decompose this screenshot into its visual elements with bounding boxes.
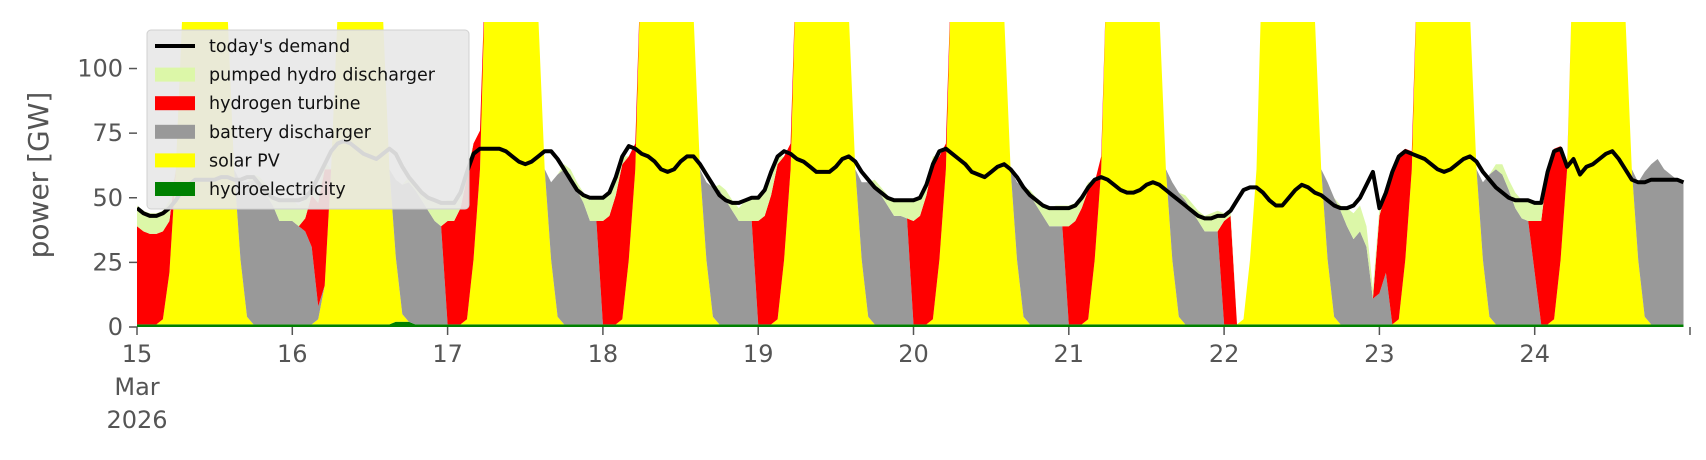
y-axis-title: power [GW] (22, 92, 55, 259)
legend-box (146, 29, 470, 210)
legend-swatch (155, 153, 195, 168)
x-tick-label: 23 (1364, 340, 1395, 368)
x-tick-label: 24 (1519, 340, 1550, 368)
y-tick-label: 25 (92, 248, 123, 276)
legend-label: pumped hydro discharger (209, 66, 436, 86)
legend-swatch (155, 124, 195, 139)
x-tick-label: 15 (122, 340, 153, 368)
axes: 0 25 50 75 100 15 Mar 2026 16 17 18 19 20 21 22 23 24 (77, 55, 1691, 434)
x-tick-label: 17 (432, 340, 463, 368)
x-tick-label: 19 (743, 340, 774, 368)
legend-swatch (155, 96, 195, 111)
legend-swatch (155, 182, 195, 196)
area-layers (137, 22, 1684, 327)
y-tick-label: 0 (108, 313, 123, 341)
x-tick-label: Mar (114, 373, 159, 401)
x-tick-label: 21 (1054, 340, 1085, 368)
area-battery-discharger (137, 22, 1684, 325)
legend-label: solar PV (209, 151, 280, 171)
x-tick-label: 22 (1209, 340, 1240, 368)
area-solar-pv (137, 22, 1684, 325)
area-hydrogen-turbine (137, 22, 1684, 325)
x-tick-label: 2026 (106, 406, 167, 434)
y-tick-label: 75 (92, 119, 123, 147)
legend-label: today's demand (209, 37, 350, 57)
legend-label: hydroelectricity (209, 180, 346, 200)
legend-label: battery discharger (209, 123, 372, 143)
x-tick-label: 16 (277, 340, 308, 368)
legend-swatch (155, 67, 195, 82)
legend: today's demand pumped hydro discharger hyd… (146, 29, 470, 210)
x-tick-label: 20 (898, 340, 929, 368)
x-tick-label: 18 (588, 340, 619, 368)
y-tick-label: 50 (92, 184, 123, 212)
y-tick-label: 100 (77, 55, 123, 83)
legend-label: hydrogen turbine (209, 94, 361, 114)
